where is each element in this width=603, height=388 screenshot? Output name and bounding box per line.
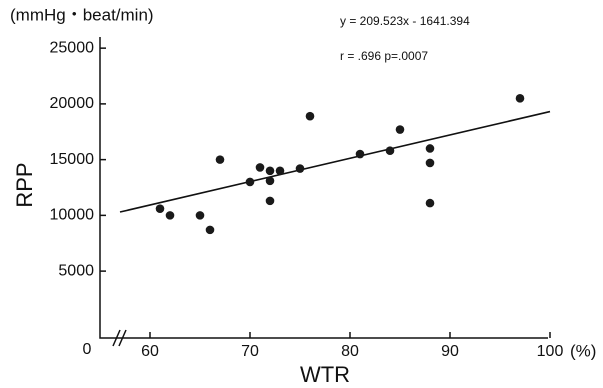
point — [395, 125, 405, 134]
y-tick-label: 25000 — [50, 39, 95, 56]
x-tick-label: 60 — [141, 343, 159, 360]
y-tick-label: 10000 — [50, 207, 95, 224]
axis-break — [112, 329, 127, 347]
regression-equation: y = 209.523x - 1641.394 — [340, 14, 470, 28]
y-tick-label: 20000 — [50, 95, 95, 112]
x-unit-label: (%) — [570, 341, 596, 360]
origin-label: 0 — [83, 341, 92, 358]
x-tick-label: 90 — [441, 343, 459, 360]
point — [245, 177, 255, 187]
y-axis-label: RPP — [12, 162, 37, 207]
point — [255, 163, 265, 172]
axes — [99, 37, 548, 339]
point — [355, 149, 365, 159]
regression-line — [119, 110, 551, 213]
point — [425, 144, 435, 153]
point — [215, 155, 225, 164]
point — [515, 94, 525, 103]
point — [385, 146, 395, 156]
point — [295, 164, 305, 173]
point — [265, 166, 275, 176]
correlation-note: r = .696 p=.0007 — [340, 49, 428, 63]
x-tick-label: 70 — [241, 343, 259, 360]
point — [425, 198, 435, 208]
point — [265, 176, 275, 186]
y-tick-label: 15000 — [50, 151, 95, 168]
point — [205, 225, 215, 235]
point — [265, 196, 275, 206]
x-tick-label: 100 — [537, 343, 564, 360]
point — [275, 166, 285, 176]
point — [165, 211, 175, 220]
y-tick-label: 5000 — [58, 262, 94, 279]
x-axis-label: WTR — [300, 362, 350, 387]
point — [305, 111, 315, 121]
y-unit-label: (mmHg・beat/min) — [10, 5, 154, 24]
point — [155, 204, 165, 213]
point — [195, 211, 205, 220]
x-tick-label: 80 — [341, 343, 359, 360]
point — [425, 158, 435, 168]
